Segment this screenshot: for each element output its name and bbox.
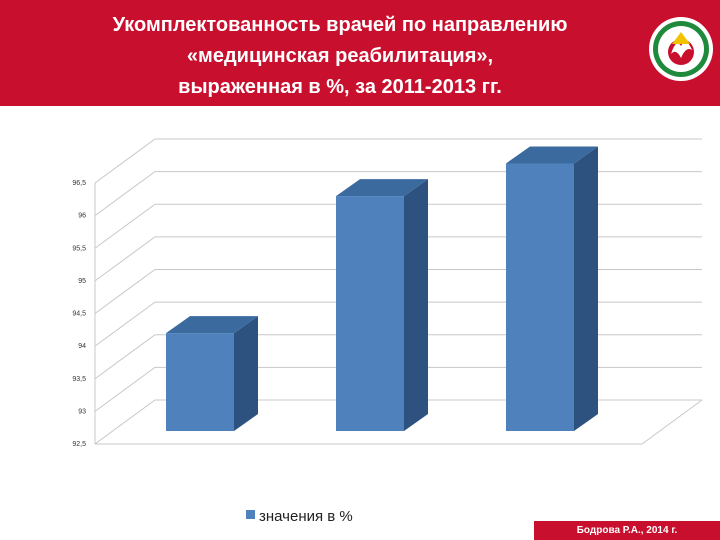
bar-side xyxy=(574,146,598,431)
y-tick-label: 96 xyxy=(78,213,86,220)
y-tick-label: 94,5 xyxy=(72,311,86,318)
tatarstan-emblem-icon xyxy=(649,17,713,81)
y-tick-label: 95,5 xyxy=(72,245,86,252)
bar-front xyxy=(166,333,234,431)
y-axis-ticks: 92,5 93 93,5 94 94,5 95 95,5 96 96,5 xyxy=(72,180,86,448)
bar xyxy=(336,179,428,431)
chart-legend: значения в % xyxy=(246,508,353,525)
author-footer: Бодрова Р.А., 2014 г. xyxy=(534,521,720,540)
y-tick-label: 95 xyxy=(78,278,86,285)
y-tick-label: 93,5 xyxy=(72,376,86,383)
bar-front xyxy=(506,163,574,431)
title-banner: Укомплектованность врачей по направлению… xyxy=(0,0,720,106)
legend-label: значения в % xyxy=(259,508,353,525)
y-tick-label: 96,5 xyxy=(72,180,86,187)
bar-front xyxy=(336,196,404,431)
bar-top xyxy=(166,316,258,334)
bar-top xyxy=(506,146,598,164)
y-tick-label: 93 xyxy=(78,408,86,415)
gridline xyxy=(94,138,702,184)
bar-side xyxy=(234,316,258,431)
bar-top xyxy=(336,179,428,197)
floor-edge xyxy=(95,399,703,445)
legend-swatch xyxy=(246,510,255,519)
bar-chart: 92,5 93 93,5 94 94,5 95 95,5 96 96,5 значения в … xyxy=(72,138,703,525)
y-tick-label: 92,5 xyxy=(72,441,86,448)
y-tick-label: 94 xyxy=(78,343,86,350)
bar xyxy=(166,316,258,431)
bars xyxy=(166,146,598,431)
bar-side xyxy=(404,179,428,431)
slide-title: Укомплектованность врачей по направлению… xyxy=(112,14,568,98)
bar xyxy=(506,146,598,431)
